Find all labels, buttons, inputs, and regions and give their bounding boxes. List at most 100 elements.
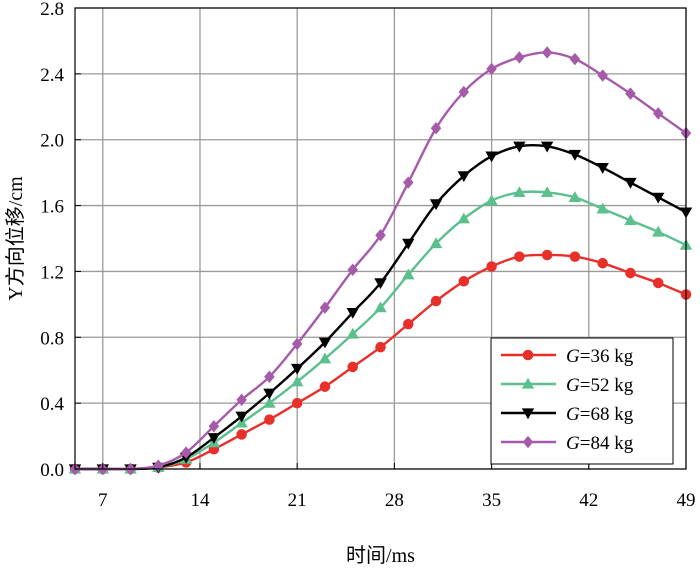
data-point (540, 186, 554, 198)
data-point (513, 141, 526, 153)
plot-frame (74, 7, 687, 470)
data-point (236, 429, 247, 440)
x-tick-label: 21 (288, 490, 307, 511)
data-point (347, 263, 358, 276)
data-point (319, 381, 331, 392)
data-point (652, 107, 664, 120)
y-tick-label: 0.8 (40, 328, 64, 349)
legend-variable: G (566, 375, 580, 396)
legend-value: =68 kg (580, 404, 634, 425)
data-point (485, 151, 498, 163)
x-axis-ticks: 7 14 21 28 35 42 49 (98, 463, 696, 511)
y-tick-label: 2.8 (40, 0, 64, 20)
data-point (235, 411, 248, 423)
y-tick-label: 2.4 (40, 65, 64, 86)
data-point (403, 318, 414, 330)
legend-variable: G (566, 433, 580, 454)
data-point (541, 249, 553, 261)
data-point (291, 337, 303, 351)
data-point (597, 69, 608, 82)
x-tick-label: 49 (677, 490, 696, 511)
legend-label: G=36 kg (566, 346, 634, 367)
legend-marker (522, 349, 534, 361)
y-axis-ticks: 0.0 0.4 0.8 1.2 1.6 2.0 2.4 2.8 (40, 0, 81, 481)
data-point (486, 261, 497, 272)
data-point (290, 375, 304, 387)
data-point (485, 194, 498, 206)
x-tick-label: 14 (190, 490, 210, 511)
data-point (458, 85, 470, 99)
legend-variable: G (566, 404, 580, 425)
grid-lines (75, 7, 687, 470)
y-tick-label: 1.6 (40, 197, 64, 218)
data-point (513, 186, 526, 198)
legend-marker (521, 377, 535, 389)
data-point (402, 238, 415, 250)
data-point (319, 301, 331, 314)
legend-item: G=68 kg (501, 404, 634, 425)
data-point (208, 419, 220, 433)
data-point (374, 278, 387, 290)
legend-marker (521, 408, 535, 420)
y-tick-label: 0.0 (40, 460, 64, 481)
data-point (236, 393, 247, 407)
data-point (624, 177, 637, 189)
series-layer (68, 46, 693, 476)
data-point (374, 301, 387, 313)
y-tick-label: 0.4 (40, 394, 64, 415)
legend-value: =36 kg (580, 346, 634, 367)
legend-item: G=36 kg (501, 346, 634, 367)
data-point (207, 433, 221, 444)
legend-label: G=52 kg (566, 375, 634, 396)
y-tick-label: 2.0 (40, 131, 64, 152)
data-point (429, 237, 443, 249)
data-point (625, 267, 636, 279)
data-point (347, 361, 358, 373)
data-point (264, 414, 275, 425)
data-point (568, 149, 582, 161)
data-point (290, 363, 304, 375)
y-tick-label: 1.2 (40, 262, 64, 283)
data-point (486, 62, 497, 76)
data-point (457, 171, 471, 183)
legend-label: G=68 kg (566, 404, 634, 425)
data-point (569, 251, 581, 262)
data-point (402, 268, 415, 280)
data-point (291, 397, 303, 409)
data-point (569, 52, 581, 66)
data-point (625, 87, 636, 100)
data-point (346, 307, 359, 319)
data-point (457, 212, 471, 224)
x-tick-label: 7 (98, 490, 108, 511)
x-tick-label: 28 (385, 490, 404, 511)
data-point (596, 202, 609, 214)
data-point (568, 191, 582, 202)
y-axis-title: Y方向位移/cm (4, 176, 27, 301)
data-point (375, 229, 386, 242)
data-point (180, 446, 192, 459)
data-point (375, 341, 386, 353)
legend: G=36 kgG=52 kgG=68 kgG=84 kg (490, 337, 674, 465)
data-point (540, 141, 554, 153)
series-3 (69, 46, 692, 476)
x-tick-label: 42 (579, 490, 598, 511)
data-point (318, 352, 332, 364)
legend-label: G=84 kg (566, 433, 634, 454)
data-point (652, 192, 665, 204)
legend-item: G=52 kg (501, 375, 634, 396)
data-point (403, 176, 414, 189)
data-point (458, 276, 470, 287)
data-point (318, 337, 332, 349)
data-point (346, 327, 359, 339)
legend-value: =84 kg (580, 433, 634, 454)
data-point (263, 396, 276, 408)
x-axis-title: 时间/ms (346, 544, 415, 567)
legend-item: G=84 kg (501, 433, 634, 454)
data-point (430, 295, 442, 307)
data-point (597, 257, 608, 269)
data-point (652, 277, 664, 289)
data-point (429, 199, 443, 211)
data-point (624, 214, 637, 226)
data-point (264, 370, 275, 383)
